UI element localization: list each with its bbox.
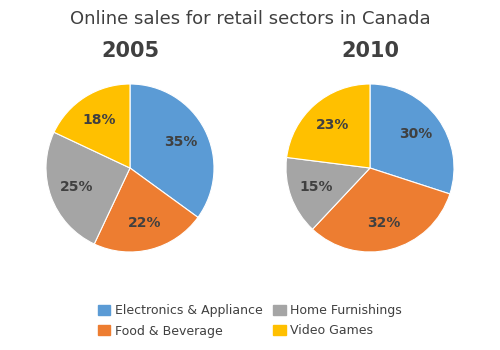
- Wedge shape: [54, 84, 130, 168]
- Text: 30%: 30%: [400, 127, 433, 141]
- Text: 32%: 32%: [368, 216, 401, 230]
- Wedge shape: [312, 168, 450, 252]
- Text: 18%: 18%: [82, 113, 116, 127]
- Text: 35%: 35%: [164, 135, 198, 149]
- Wedge shape: [94, 168, 198, 252]
- Wedge shape: [46, 132, 130, 244]
- Text: 22%: 22%: [128, 216, 161, 230]
- Wedge shape: [286, 84, 370, 168]
- Text: 25%: 25%: [60, 180, 93, 194]
- Title: 2010: 2010: [341, 41, 399, 62]
- Text: 15%: 15%: [300, 180, 333, 194]
- Text: Online sales for retail sectors in Canada: Online sales for retail sectors in Canad…: [70, 10, 430, 28]
- Title: 2005: 2005: [101, 41, 159, 62]
- Text: 23%: 23%: [316, 118, 349, 132]
- Legend: Electronics & Appliance, Food & Beverage, Home Furnishings, Video Games: Electronics & Appliance, Food & Beverage…: [92, 298, 408, 344]
- Wedge shape: [130, 84, 214, 217]
- Wedge shape: [286, 158, 370, 229]
- Wedge shape: [370, 84, 454, 194]
